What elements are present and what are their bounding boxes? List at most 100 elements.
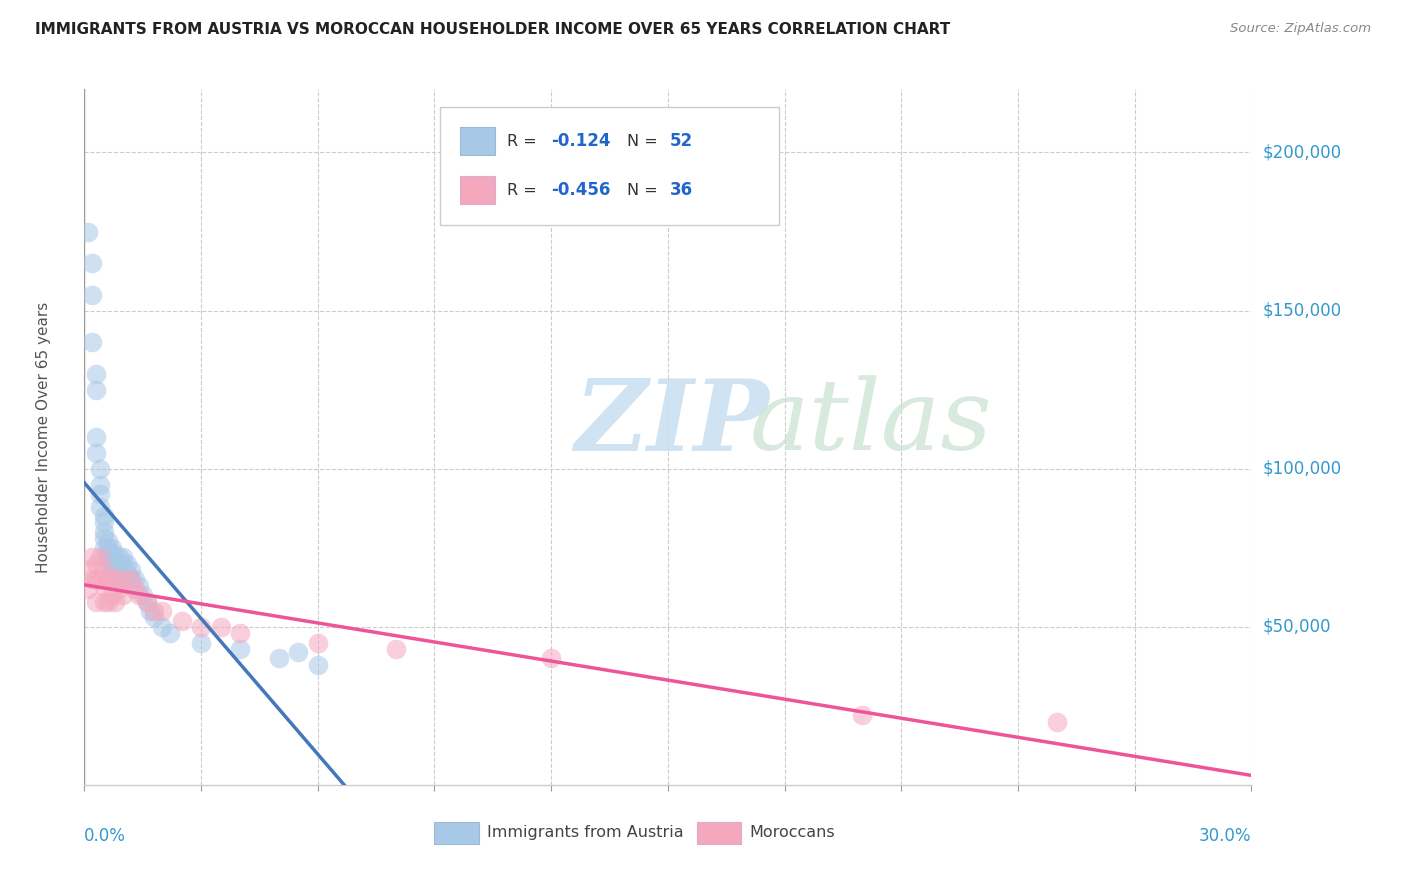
Point (100, 588, 122, 602)
Text: $200,000: $200,000 (1263, 144, 1341, 161)
Point (77, 582, 100, 596)
Text: N =: N = (627, 134, 662, 149)
Point (104, 547, 127, 561)
Point (135, 594, 157, 608)
Text: 0.0%: 0.0% (84, 827, 127, 845)
Point (89, 573, 111, 587)
Point (112, 557, 135, 571)
Point (97, 573, 120, 587)
Point (82, 335, 104, 350)
Point (307, 657, 329, 672)
Point (108, 582, 131, 596)
Point (112, 550, 135, 565)
Text: atlas: atlas (749, 376, 993, 471)
Text: R =: R = (506, 183, 541, 198)
Point (143, 610, 166, 624)
Text: IMMIGRANTS FROM AUSTRIA VS MOROCCAN HOUSEHOLDER INCOME OVER 65 YEARS CORRELATION: IMMIGRANTS FROM AUSTRIA VS MOROCCAN HOUS… (35, 22, 950, 37)
Point (384, 642, 406, 657)
Point (128, 588, 150, 602)
Point (93, 541, 115, 555)
Point (104, 573, 127, 587)
Point (84, 594, 107, 608)
Point (132, 588, 155, 602)
Text: R =: R = (506, 134, 541, 149)
Point (93, 516, 115, 530)
Point (170, 614, 193, 628)
Point (159, 626, 181, 640)
Point (97, 541, 120, 555)
Point (108, 550, 131, 565)
Point (120, 573, 142, 587)
Point (97, 594, 120, 608)
Point (104, 557, 127, 571)
Text: $100,000: $100,000 (1263, 459, 1341, 478)
Point (229, 642, 252, 657)
Point (307, 635, 329, 649)
Point (93, 563, 115, 577)
Point (84, 573, 107, 587)
Point (150, 620, 173, 634)
Text: 30.0%: 30.0% (1199, 827, 1251, 845)
Point (143, 604, 166, 618)
Text: -0.456: -0.456 (551, 181, 610, 199)
Point (82, 550, 104, 565)
Point (97, 534, 120, 549)
Text: Moroccans: Moroccans (749, 825, 835, 840)
Point (100, 547, 122, 561)
Point (93, 531, 115, 545)
Point (93, 524, 115, 539)
Point (120, 573, 142, 587)
Point (100, 563, 122, 577)
Bar (460, 128, 495, 155)
Point (77, 563, 100, 577)
Point (89, 500, 111, 514)
Text: Householder Income Over 65 years: Householder Income Over 65 years (37, 301, 51, 573)
Point (229, 626, 252, 640)
Point (89, 550, 111, 565)
Text: ZIP: ZIP (575, 375, 769, 471)
Point (851, 708, 873, 723)
Text: N =: N = (627, 183, 662, 198)
Point (115, 557, 138, 571)
Point (135, 594, 157, 608)
Point (104, 594, 127, 608)
Point (82, 573, 104, 587)
Point (84, 367, 107, 381)
Point (115, 566, 138, 580)
Point (93, 579, 115, 593)
Point (190, 635, 212, 649)
Point (100, 541, 122, 555)
Text: $150,000: $150,000 (1263, 301, 1341, 319)
Point (112, 573, 135, 587)
Point (209, 620, 232, 634)
Point (108, 557, 131, 571)
Text: Source: ZipAtlas.com: Source: ZipAtlas.com (1230, 22, 1371, 36)
Point (124, 582, 146, 596)
Point (97, 547, 120, 561)
Point (287, 645, 309, 659)
Point (97, 557, 120, 571)
Point (84, 557, 107, 571)
Text: $50,000: $50,000 (1263, 618, 1331, 636)
Point (84, 383, 107, 397)
Point (84, 430, 107, 444)
Point (93, 509, 115, 524)
Text: 52: 52 (671, 132, 693, 151)
Point (89, 461, 111, 475)
Point (77, 225, 100, 239)
Bar (460, 177, 495, 204)
Point (93, 594, 115, 608)
Point (97, 550, 120, 565)
Text: 36: 36 (671, 181, 693, 199)
Point (112, 573, 135, 587)
Point (82, 287, 104, 301)
Point (150, 604, 173, 618)
Point (108, 573, 131, 587)
Bar (434, 822, 479, 844)
Point (84, 446, 107, 460)
Point (267, 651, 290, 665)
Point (112, 588, 135, 602)
FancyBboxPatch shape (440, 106, 779, 225)
Point (89, 487, 111, 501)
Point (190, 620, 212, 634)
